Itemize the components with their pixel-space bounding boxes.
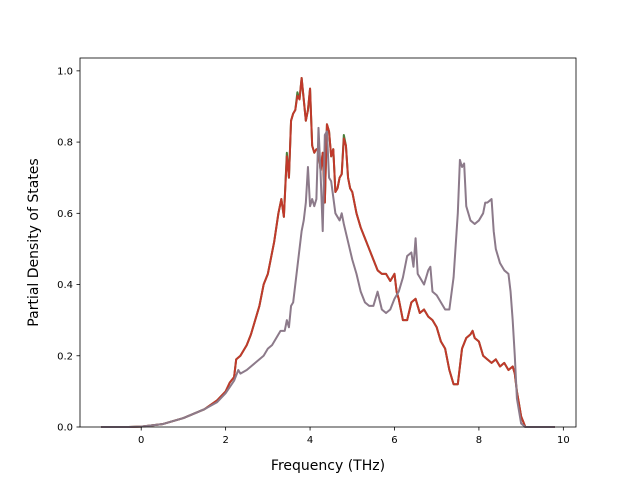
y-tick-label: 1.0 <box>57 66 73 77</box>
series-line-2 <box>101 76 555 428</box>
x-tick-label: 10 <box>557 435 570 446</box>
x-tick-label: 2 <box>222 435 228 446</box>
series-line-3 <box>101 126 555 428</box>
y-tick-label: 0.8 <box>57 138 73 149</box>
plot-frame <box>79 57 577 428</box>
y-tick-label: 0.6 <box>57 209 73 220</box>
x-tick-label: 0 <box>138 435 144 446</box>
x-axis-label: Frequency (THz) <box>271 458 385 474</box>
x-tick-label: 4 <box>307 435 313 446</box>
y-tick-label: 0.0 <box>57 423 73 434</box>
plot-area <box>80 58 576 427</box>
y-tick-label: 0.4 <box>57 280 73 291</box>
series-layer <box>101 76 555 428</box>
y-axis-label: Partial Density of States <box>26 158 42 326</box>
tick-layer: 0 2 4 6 8 10 0.0 0.2 0.4 0.6 0.8 1.0 <box>57 66 570 446</box>
x-tick-label: 6 <box>391 435 397 446</box>
x-tick-label: 8 <box>476 435 482 446</box>
y-tick-label: 0.2 <box>57 351 73 362</box>
